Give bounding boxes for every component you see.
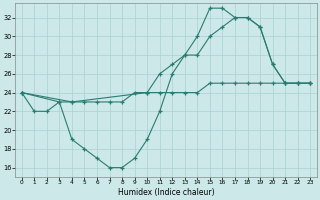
X-axis label: Humidex (Indice chaleur): Humidex (Indice chaleur) bbox=[118, 188, 214, 197]
